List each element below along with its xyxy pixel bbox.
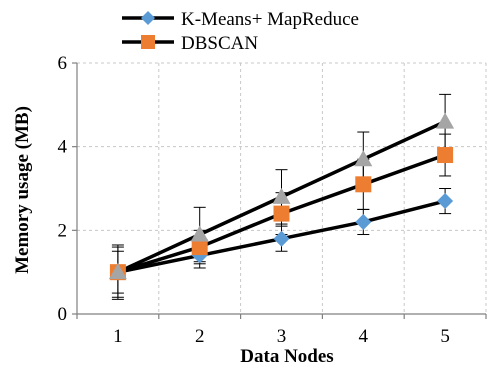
series-markers bbox=[108, 112, 455, 281]
data-point-square bbox=[191, 239, 208, 256]
diamond-icon bbox=[141, 11, 155, 25]
data-point-square bbox=[437, 147, 454, 164]
legend-item-kmeans: K-Means+ MapReduce bbox=[122, 9, 359, 30]
legend-label-kmeans: K-Means+ MapReduce bbox=[181, 9, 359, 30]
y-tick-label: 4 bbox=[58, 137, 68, 158]
y-axis-title: Memory usage (MB) bbox=[12, 106, 33, 274]
y-tick-label: 6 bbox=[58, 53, 68, 74]
y-tick-label: 2 bbox=[58, 220, 68, 241]
x-tick-label: 1 bbox=[113, 326, 123, 347]
data-point-diamond bbox=[437, 193, 454, 210]
data-point-square bbox=[273, 205, 290, 222]
x-tick-label: 3 bbox=[277, 326, 287, 347]
x-axis-title: Data Nodes bbox=[240, 346, 333, 367]
x-tick-label: 4 bbox=[359, 326, 369, 347]
tick-labels: 0 2 4 6 1 2 3 4 5 bbox=[58, 53, 450, 347]
data-point-triangle bbox=[272, 187, 291, 204]
data-point-triangle bbox=[436, 112, 455, 129]
data-point-square bbox=[355, 176, 372, 193]
legend-item-dbscan: DBSCAN bbox=[122, 33, 258, 54]
data-point-triangle bbox=[190, 225, 209, 242]
x-tick-label: 2 bbox=[195, 326, 205, 347]
data-point-diamond bbox=[273, 230, 290, 247]
data-point-triangle bbox=[354, 150, 373, 167]
x-tick-label: 5 bbox=[440, 326, 450, 347]
legend-label-dbscan: DBSCAN bbox=[181, 33, 258, 54]
data-point-diamond bbox=[355, 213, 372, 230]
data-point-triangle bbox=[108, 263, 127, 280]
legend: K-Means+ MapReduce DBSCAN bbox=[122, 9, 359, 54]
y-tick-label: 0 bbox=[58, 304, 68, 325]
square-icon bbox=[141, 35, 155, 49]
axes bbox=[72, 62, 487, 319]
